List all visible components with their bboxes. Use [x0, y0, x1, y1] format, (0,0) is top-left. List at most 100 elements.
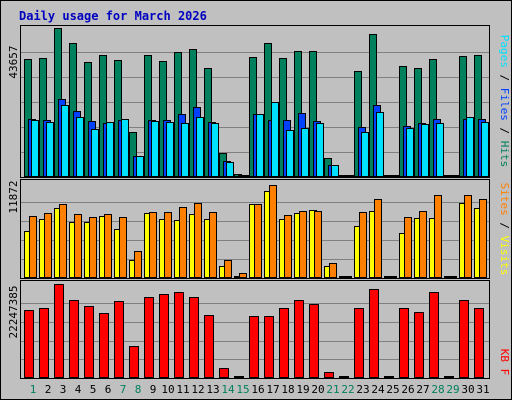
bar-visits-sites-sites-day-15 — [239, 273, 247, 278]
bar-visits-sites-sites-day-6 — [104, 214, 112, 278]
bar-hits-files-pages-pages-day-5 — [91, 129, 99, 177]
bar-kbytes-kb-f-day-30 — [459, 300, 469, 378]
bar-hits-files-pages-pages-day-14 — [226, 162, 234, 177]
x-tick-day-6: 6 — [105, 383, 112, 396]
x-tick-day-4: 4 — [75, 383, 82, 396]
bar-kbytes-kb-f-day-2 — [39, 308, 49, 378]
bar-visits-sites-sites-day-16 — [254, 204, 262, 278]
bar-visits-sites-sites-day-29 — [449, 276, 457, 278]
bar-kbytes-kb-f-day-27 — [414, 312, 424, 378]
x-tick-day-9: 9 — [150, 383, 157, 396]
bar-kbytes-kb-f-day-19 — [294, 300, 304, 378]
x-tick-day-3: 3 — [60, 383, 67, 396]
legend-sep-3: / — [498, 216, 511, 236]
x-tick-day-28: 28 — [431, 383, 444, 396]
bar-visits-sites-sites-day-30 — [464, 195, 472, 278]
bar-visits-sites-sites-day-24 — [374, 199, 382, 278]
legend-visits-sites: Sites / Visits — [498, 183, 511, 276]
x-tick-day-18: 18 — [281, 383, 294, 396]
bar-kbytes-kb-f-day-16 — [249, 316, 259, 378]
x-tick-day-30: 30 — [461, 383, 474, 396]
bar-hits-files-pages-pages-day-16 — [256, 114, 264, 177]
bar-kbytes-kb-f-day-15 — [234, 376, 244, 378]
bar-hits-files-pages-pages-day-12 — [196, 117, 204, 177]
bar-visits-sites-sites-day-3 — [59, 204, 67, 278]
bar-hits-files-pages-pages-day-26 — [406, 128, 414, 177]
bar-hits-files-pages-pages-day-13 — [211, 123, 219, 177]
bar-hits-files-pages-pages-day-6 — [106, 122, 114, 177]
x-tick-day-23: 23 — [356, 383, 369, 396]
panel-frames — [20, 25, 490, 379]
x-tick-day-13: 13 — [206, 383, 219, 396]
bar-kbytes-kb-f-day-7 — [114, 301, 124, 378]
bar-visits-sites-sites-day-22 — [344, 276, 352, 278]
bar-kbytes-kb-f-day-26 — [399, 308, 409, 378]
legend-hits-files-pages: Pages / Files / Hits — [498, 35, 511, 168]
bar-hits-files-pages-pages-day-23 — [361, 132, 369, 177]
bar-hits-files-pages-pages-day-31 — [481, 122, 489, 177]
legend-sites: Sites — [498, 183, 511, 216]
bar-visits-sites-sites-day-5 — [89, 217, 97, 278]
x-tick-day-22: 22 — [341, 383, 354, 396]
legend-kbytes: KB F — [498, 349, 511, 376]
bar-visits-sites-sites-day-1 — [29, 216, 37, 278]
x-tick-day-16: 16 — [251, 383, 264, 396]
bar-hits-files-pages-pages-day-22 — [346, 175, 354, 177]
x-tick-day-7: 7 — [120, 383, 127, 396]
bar-kbytes-kb-f-day-13 — [204, 315, 214, 378]
x-tick-day-1: 1 — [30, 383, 37, 396]
bar-kbytes-kb-f-day-25 — [384, 376, 394, 378]
bar-visits-sites-sites-day-27 — [419, 211, 427, 278]
x-tick-day-14: 14 — [221, 383, 235, 396]
x-tick-day-15: 15 — [236, 383, 249, 396]
chart-bars — [24, 28, 489, 378]
bar-kbytes-kb-f-day-17 — [264, 316, 274, 378]
x-tick-day-20: 20 — [311, 383, 324, 396]
x-tick-day-31: 31 — [476, 383, 489, 396]
x-tick-day-17: 17 — [266, 383, 279, 396]
bar-visits-sites-sites-day-28 — [434, 195, 442, 278]
bar-hits-files-pages-pages-day-8 — [136, 156, 144, 177]
bar-hits-files-pages-pages-day-7 — [121, 119, 129, 177]
x-tick-day-27: 27 — [416, 383, 429, 396]
x-tick-day-24: 24 — [371, 383, 385, 396]
bar-kbytes-kb-f-day-14 — [219, 368, 229, 378]
bar-hits-files-pages-pages-day-15 — [241, 175, 249, 177]
bar-hits-files-pages-pages-day-28 — [436, 123, 444, 177]
bar-kbytes-kb-f-day-3 — [54, 284, 64, 378]
panel-frame-visits — [20, 179, 490, 279]
bar-hits-files-pages-pages-day-18 — [286, 130, 294, 177]
bar-kbytes-kb-f-day-4 — [69, 300, 79, 378]
bar-visits-sites-sites-day-13 — [209, 212, 217, 278]
bar-visits-sites-sites-day-14 — [224, 260, 232, 278]
bar-visits-sites-sites-day-7 — [119, 217, 127, 278]
bar-hits-files-pages-pages-day-27 — [421, 124, 429, 177]
bar-kbytes-kb-f-day-20 — [309, 304, 319, 378]
x-tick-day-11: 11 — [176, 383, 189, 396]
bar-visits-sites-sites-day-12 — [194, 203, 202, 278]
bar-visits-sites-sites-day-4 — [74, 214, 82, 278]
ytick-kbytes: 22247385 — [7, 286, 20, 339]
bar-visits-sites-sites-day-17 — [269, 185, 277, 278]
legend-files: Files — [498, 88, 511, 121]
bar-kbytes-kb-f-day-6 — [99, 313, 109, 378]
x-tick-day-26: 26 — [401, 383, 414, 396]
bar-visits-sites-sites-day-31 — [479, 199, 487, 278]
bar-visits-sites-sites-day-20 — [314, 211, 322, 278]
x-tick-day-29: 29 — [446, 383, 459, 396]
ytick-hits: 43657 — [7, 45, 20, 78]
bar-hits-files-pages-pages-day-1 — [31, 120, 39, 177]
bar-hits-files-pages-pages-day-20 — [316, 123, 324, 177]
bar-kbytes-kb-f-day-8 — [129, 346, 139, 378]
bar-kbytes-kb-f-day-22 — [339, 376, 349, 378]
bar-kbytes-kb-f-day-10 — [159, 294, 169, 378]
panel-frame-hits — [20, 25, 490, 178]
bar-kbytes-kb-f-day-21 — [324, 372, 334, 378]
x-tick-day-2: 2 — [45, 383, 52, 396]
chart-title: Daily usage for March 2026 — [19, 9, 207, 23]
ytick-visits: 11872 — [7, 180, 20, 213]
legend-pages: Pages — [498, 35, 511, 68]
legend-kbf: KB F — [498, 349, 511, 376]
bar-visits-sites-sites-day-10 — [164, 212, 172, 278]
